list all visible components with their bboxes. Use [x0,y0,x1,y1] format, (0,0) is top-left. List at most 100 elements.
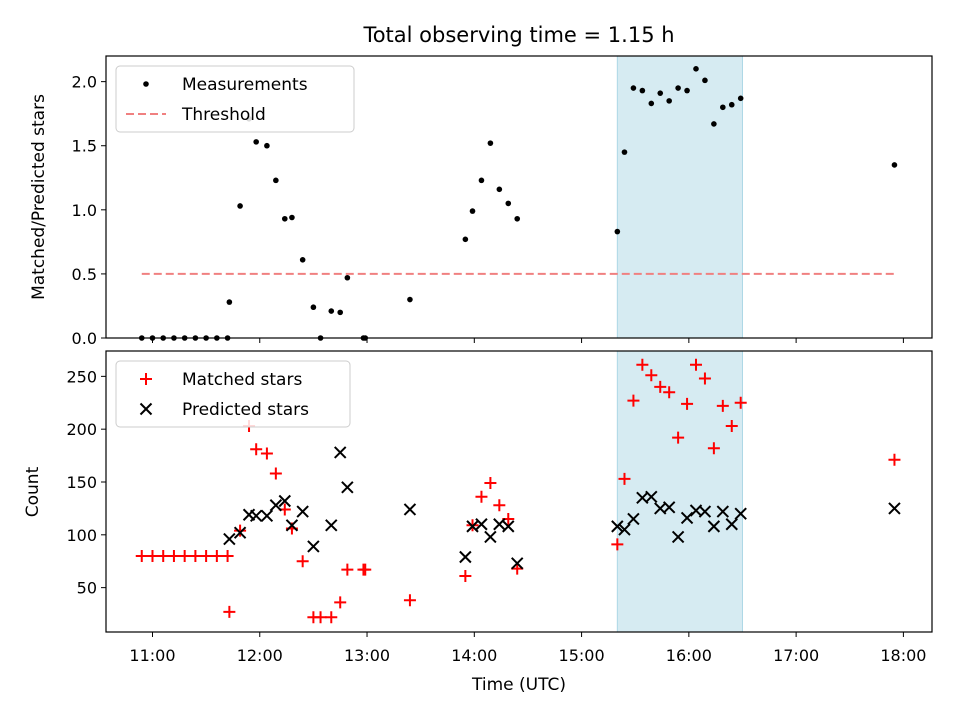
legend-label: Predicted stars [182,400,309,420]
matched-marker [200,549,213,562]
predicted-marker [627,512,640,526]
matched-marker [611,538,624,551]
matched-marker [459,570,472,583]
data-point [264,142,270,149]
data-point [226,299,233,305]
matched-marker [260,447,273,460]
top-panel: 0.0 0.5 1.0 1.5 2.0 Measurements Threshold [72,55,933,348]
data-point [289,214,295,221]
data-point [514,215,521,222]
data-point [496,186,503,193]
predicted-marker [307,540,320,553]
matched-marker [157,549,170,562]
matched-marker [475,490,488,503]
x-tick-label: 12:00 [237,646,283,665]
highlight-span [616,350,743,633]
highlight-span [616,55,743,339]
y-tick-label: 250 [66,367,97,386]
y-tick-label: 0.0 [72,329,97,348]
predicted-marker [493,518,506,531]
data-point [273,177,279,184]
y-tick-label: 0.5 [72,265,97,284]
matched-marker [269,467,282,480]
x-tick-label: 15:00 [559,646,605,665]
predicted-marker [680,511,694,525]
predicted-marker [459,550,472,564]
legend-dot-marker [143,81,149,87]
predicted-marker [325,519,338,532]
data-point [648,100,655,107]
data-point [737,95,744,102]
matched-marker [654,380,667,393]
chart-title: Total observing time = 1.15 h [362,23,674,47]
data-point [675,85,681,91]
y-tick-label: 50 [77,579,97,598]
matched-marker [167,549,180,562]
predicted-marker [502,520,515,533]
data-point [469,208,476,214]
data-point [237,203,243,209]
legend-plus-marker [140,373,152,385]
x-tick-label: 17:00 [773,646,819,665]
matched-marker [403,594,416,607]
matched-marker [698,372,711,385]
predicted-marker [249,509,263,523]
data-point [299,257,306,263]
axes-frame [105,55,933,339]
matched-marker [341,563,354,576]
y-tick-label: 200 [66,420,97,439]
data-point [310,304,317,311]
matched-marker [707,442,720,455]
matched-marker [221,549,234,562]
legend-x-marker [139,402,153,416]
data-point [407,296,413,303]
data-point [657,90,664,96]
matched-marker [146,549,159,562]
data-point [693,66,699,72]
x-tick-label: 14:00 [451,646,497,665]
data-point [891,162,898,168]
predicted-marker [403,503,417,516]
predicted-marker [475,518,488,531]
matched-marker [888,453,901,466]
matched-marker [690,358,702,371]
data-point [505,200,512,207]
x-tick-label: 13:00 [344,646,390,665]
x-tick-label: 11:00 [129,646,175,665]
predicted-marker [466,520,479,533]
predicted-marker [260,509,274,523]
matched-marker [493,499,506,512]
predicted-marker [716,505,730,518]
y-tick-label: 100 [66,526,97,545]
data-point [630,85,637,91]
data-point [639,87,646,94]
predicted-marker [662,501,676,514]
predicted-marker [484,530,497,544]
predicted-marker [734,507,747,520]
y-axis-label-ratio: Matched/Predicted stars [29,94,49,300]
legend-box [115,65,355,133]
matched-marker [250,443,263,456]
bottom-panel: 50 100 150 200 250 11:00 12:00 13:00 14:00 15:00 1… [66,350,933,665]
predicted-marker [296,505,309,518]
matched-marker [189,549,202,562]
predicted-marker [278,494,291,508]
matched-marker [334,596,347,609]
y-tick-label: 1.5 [72,137,97,156]
legend-label: Threshold [181,105,266,125]
predicted-marker [707,520,721,533]
predicted-marker [671,530,685,544]
data-point [253,139,259,145]
predicted-marker [269,499,283,512]
matched-marker [645,369,658,382]
matched-marker [296,555,309,568]
data-point [337,309,344,316]
x-tick-label: 18:00 [880,646,926,665]
data-point [711,121,717,127]
predicted-marker [611,520,624,533]
predicted-marker [618,523,631,536]
data-point [684,87,690,94]
predicted-marker [223,532,236,546]
matched-marker [135,549,148,562]
data-point [666,98,672,104]
